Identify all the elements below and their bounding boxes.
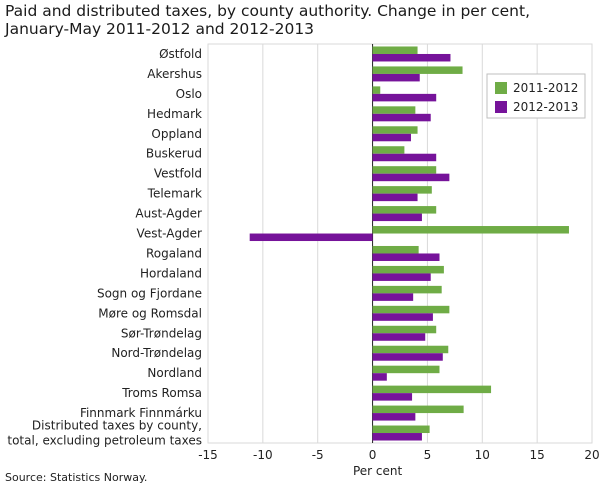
x-tick-label: -10 [253, 448, 273, 462]
bar-2011-2012 [372, 385, 492, 394]
category-label: Finnmark Finnmárku [80, 406, 202, 420]
chart-title-line-1: Paid and distributed taxes, by county au… [5, 2, 531, 20]
x-tick-label: 5 [424, 448, 432, 462]
bar-2011-2012 [372, 285, 442, 294]
bar-2012-2013 [372, 393, 413, 401]
bar-2011-2012 [372, 265, 444, 274]
bar-2011-2012 [372, 245, 419, 254]
source-note: Source: Statistics Norway. [5, 471, 148, 484]
bar-2011-2012 [372, 166, 437, 174]
bar-2012-2013 [372, 153, 437, 162]
x-tick-label: 20 [584, 448, 599, 462]
bar-2011-2012 [372, 186, 432, 194]
x-tick-label: -5 [312, 448, 324, 462]
category-label: Aust-Agder [135, 207, 202, 221]
category-label: Akershus [147, 67, 202, 81]
category-label: Troms Romsa [121, 386, 202, 400]
bar-2011-2012 [372, 226, 569, 234]
bar-2011-2012 [372, 405, 464, 414]
bar-2012-2013 [372, 73, 420, 82]
bar-2012-2013 [372, 173, 450, 182]
category-label: Nordland [147, 366, 202, 380]
chart-title: Paid and distributed taxes, by county au… [5, 2, 605, 38]
category-label: total, excluding petroleum taxes [7, 434, 202, 448]
category-label: Sør-Trøndelag [121, 326, 202, 340]
bar-2011-2012 [372, 305, 450, 314]
chart-title-line-2: January-May 2011-2012 and 2012-2013 [5, 20, 315, 38]
legend-label: 2011-2012 [513, 81, 578, 95]
bar-2012-2013 [372, 213, 422, 222]
x-tick-label: -15 [198, 448, 218, 462]
category-label: Buskerud [146, 147, 202, 161]
bar-2011-2012 [372, 206, 437, 214]
legend-swatch [495, 101, 507, 113]
category-label: Hordaland [140, 266, 202, 280]
category-label: Østfold [159, 47, 202, 61]
category-label: Hedmark [147, 107, 202, 121]
bar-2012-2013 [372, 193, 418, 202]
x-tick-label: 10 [475, 448, 490, 462]
bar-2012-2013 [249, 233, 373, 242]
bar-2011-2012 [372, 126, 418, 134]
category-label: Rogaland [146, 246, 202, 260]
category-label: Nord-Trøndelag [111, 346, 202, 360]
x-axis-label: Per cent [353, 464, 403, 478]
bar-2012-2013 [372, 373, 387, 381]
category-label: Distributed taxes by county, [32, 419, 202, 433]
bar-2012-2013 [372, 273, 431, 281]
bar-2012-2013 [372, 113, 431, 122]
bar-2012-2013 [372, 53, 451, 62]
x-tick-label: 0 [369, 448, 377, 462]
bar-2012-2013 [372, 433, 422, 441]
category-label: Vest-Agder [137, 227, 203, 241]
bar-2011-2012 [372, 146, 405, 154]
category-label: Oslo [176, 87, 202, 101]
bar-2011-2012 [372, 66, 463, 74]
bar-2011-2012 [372, 86, 381, 94]
category-label: Møre og Romsdal [98, 306, 202, 320]
category-label: Oppland [151, 127, 202, 141]
bar-2011-2012 [372, 345, 449, 354]
bar-2011-2012 [372, 365, 440, 374]
bar-2012-2013 [372, 133, 411, 142]
bar-2012-2013 [372, 333, 426, 341]
legend-label: 2012-2013 [513, 100, 578, 114]
legend-swatch [495, 82, 507, 94]
bar-2012-2013 [372, 253, 440, 261]
bar-2011-2012 [372, 106, 416, 114]
category-label: Sogn og Fjordane [97, 286, 202, 300]
bar-2012-2013 [372, 93, 437, 102]
category-label: Vestfold [154, 167, 202, 181]
bar-2012-2013 [372, 293, 414, 301]
bar-2011-2012 [372, 425, 430, 434]
category-label: Telemark [147, 187, 202, 201]
bar-2011-2012 [372, 46, 418, 54]
bar-2012-2013 [372, 413, 416, 421]
bar-2011-2012 [372, 325, 437, 334]
x-tick-label: 15 [530, 448, 545, 462]
bar-2012-2013 [372, 353, 443, 361]
bar-2012-2013 [372, 313, 433, 321]
